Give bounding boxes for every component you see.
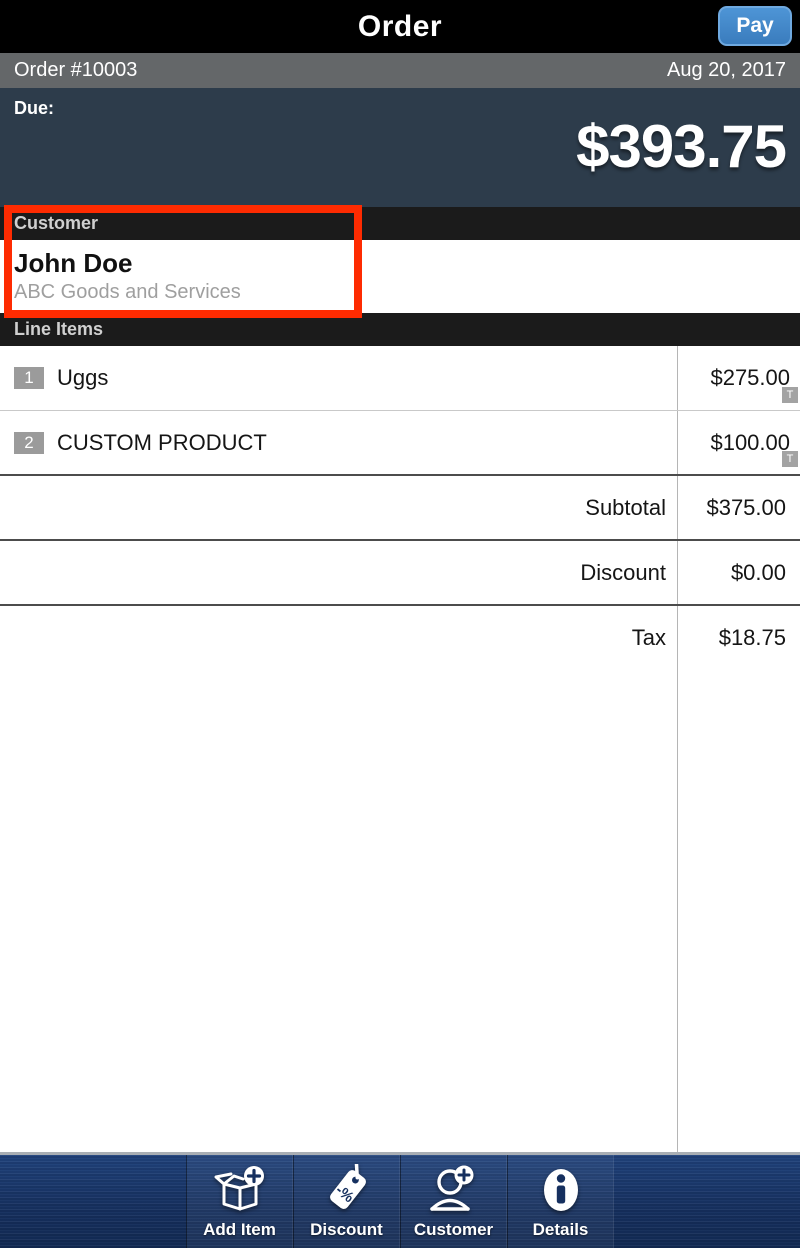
item-name: Uggs	[57, 365, 109, 390]
order-date: Aug 20, 2017	[667, 59, 786, 81]
customer-company: ABC Goods and Services	[14, 281, 241, 303]
tax-flag-badge: T	[782, 387, 798, 403]
add-item-label: Add Item	[203, 1220, 276, 1239]
tax-row: Tax $18.75	[0, 604, 800, 669]
discount-icon: -%	[319, 1161, 375, 1219]
order-info-bar: Order #10003 Aug 20, 2017	[0, 53, 800, 88]
customer-card[interactable]: John Doe ABC Goods and Services	[0, 240, 800, 313]
item-name: CUSTOM PRODUCT	[57, 429, 267, 455]
item-price: $275.00	[710, 365, 790, 390]
empty-items-area	[0, 669, 800, 1152]
customer-label: Customer	[413, 1220, 494, 1239]
due-amount: $393.75	[576, 113, 787, 180]
customer-section-header: Customer	[0, 207, 800, 240]
customer-name: John Doe	[14, 248, 133, 278]
due-section: Due: $393.75	[0, 88, 800, 207]
discount-label: Discount	[580, 559, 666, 585]
discount-value: $0.00	[730, 559, 786, 585]
quantity-badge: 2	[14, 431, 44, 454]
due-label: Due:	[14, 98, 54, 118]
discount-row[interactable]: Discount $0.00	[0, 539, 800, 604]
subtotal-value: $375.00	[706, 494, 786, 520]
discount-button[interactable]: -% Discount	[293, 1155, 400, 1248]
details-label: Details	[532, 1220, 589, 1239]
order-number: Order #10003	[14, 59, 138, 81]
add-item-button[interactable]: Add Item	[186, 1155, 293, 1248]
tax-value: $18.75	[718, 624, 786, 650]
page-title: Order	[357, 9, 443, 43]
tax-flag-badge: T	[782, 451, 798, 467]
add-customer-icon	[426, 1161, 482, 1219]
subtotal-label: Subtotal	[585, 494, 666, 520]
line-item-row[interactable]: 2 CUSTOM PRODUCT $100.00 T	[0, 410, 800, 474]
line-items-section-header: Line Items	[0, 313, 800, 346]
discount-label: Discount	[310, 1220, 383, 1239]
top-bar: Order Pay	[0, 0, 800, 53]
subtotal-row: Subtotal $375.00	[0, 474, 800, 539]
details-info-icon	[533, 1161, 589, 1219]
add-item-icon	[212, 1161, 268, 1219]
details-button[interactable]: Details	[507, 1155, 614, 1248]
bottom-action-bar: Add Item -% Discount	[0, 1152, 800, 1248]
item-price: $100.00	[710, 429, 790, 455]
customer-button[interactable]: Customer	[400, 1155, 507, 1248]
pay-button[interactable]: Pay	[718, 6, 792, 46]
line-item-row[interactable]: 1 Uggs $275.00 T	[0, 346, 800, 410]
price-column-divider	[677, 669, 800, 1152]
tax-label: Tax	[631, 624, 666, 650]
quantity-badge: 1	[14, 367, 44, 389]
